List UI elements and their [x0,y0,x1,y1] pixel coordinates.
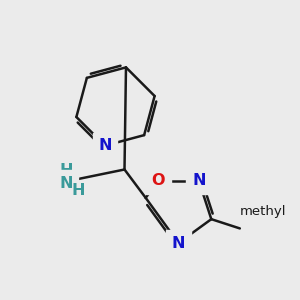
Text: N: N [59,176,73,190]
Text: methyl: methyl [240,205,286,218]
Text: O: O [152,173,165,188]
Text: H: H [59,163,73,178]
Text: N: N [172,236,185,250]
Text: N: N [98,138,112,153]
Text: N: N [192,173,206,188]
Text: H: H [72,183,86,198]
